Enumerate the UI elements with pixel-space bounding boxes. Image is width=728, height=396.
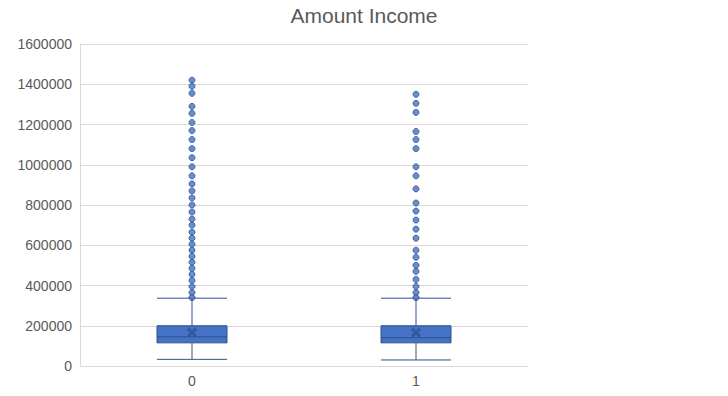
svg-text:0: 0 xyxy=(188,373,196,389)
svg-text:400000: 400000 xyxy=(25,278,72,294)
svg-text:0: 0 xyxy=(64,358,72,374)
svg-text:1000000: 1000000 xyxy=(17,157,72,173)
svg-text:200000: 200000 xyxy=(25,318,72,334)
svg-text:1: 1 xyxy=(412,373,420,389)
svg-text:1600000: 1600000 xyxy=(17,36,72,52)
svg-text:1400000: 1400000 xyxy=(17,76,72,92)
svg-text:1200000: 1200000 xyxy=(17,117,72,133)
svg-text:800000: 800000 xyxy=(25,197,72,213)
svg-text:600000: 600000 xyxy=(25,237,72,253)
svg-text:Amount Income: Amount Income xyxy=(290,4,437,27)
